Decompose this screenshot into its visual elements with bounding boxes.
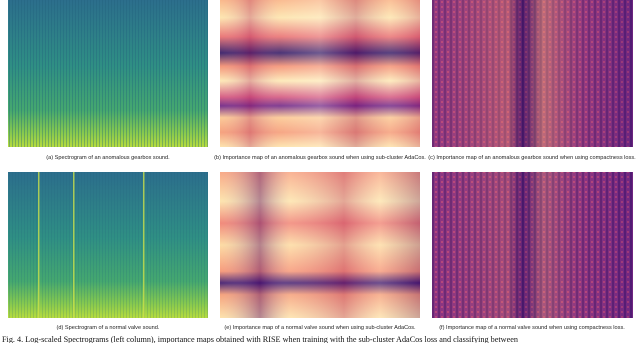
caption: (e) Importance map of a normal valve sou…	[224, 325, 416, 331]
caption: (d) Spectrogram of a normal valve sound.	[57, 325, 160, 331]
caption: (c) Importance map of an anomalous gearb…	[428, 155, 636, 161]
caption: (b) Importance map of an anomalous gearb…	[214, 155, 426, 161]
caption: (f) Importance map of a normal valve sou…	[439, 325, 625, 331]
image-e	[220, 172, 420, 318]
image-d	[8, 172, 208, 318]
image-a	[8, 0, 208, 147]
image-c	[432, 0, 633, 147]
image-b	[220, 0, 420, 147]
image-f	[432, 172, 633, 318]
figure-caption: Fig. 4. Log-scaled Spectrograms (left co…	[2, 335, 518, 343]
caption: (a) Spectrogram of an anomalous gearbox …	[46, 155, 170, 161]
